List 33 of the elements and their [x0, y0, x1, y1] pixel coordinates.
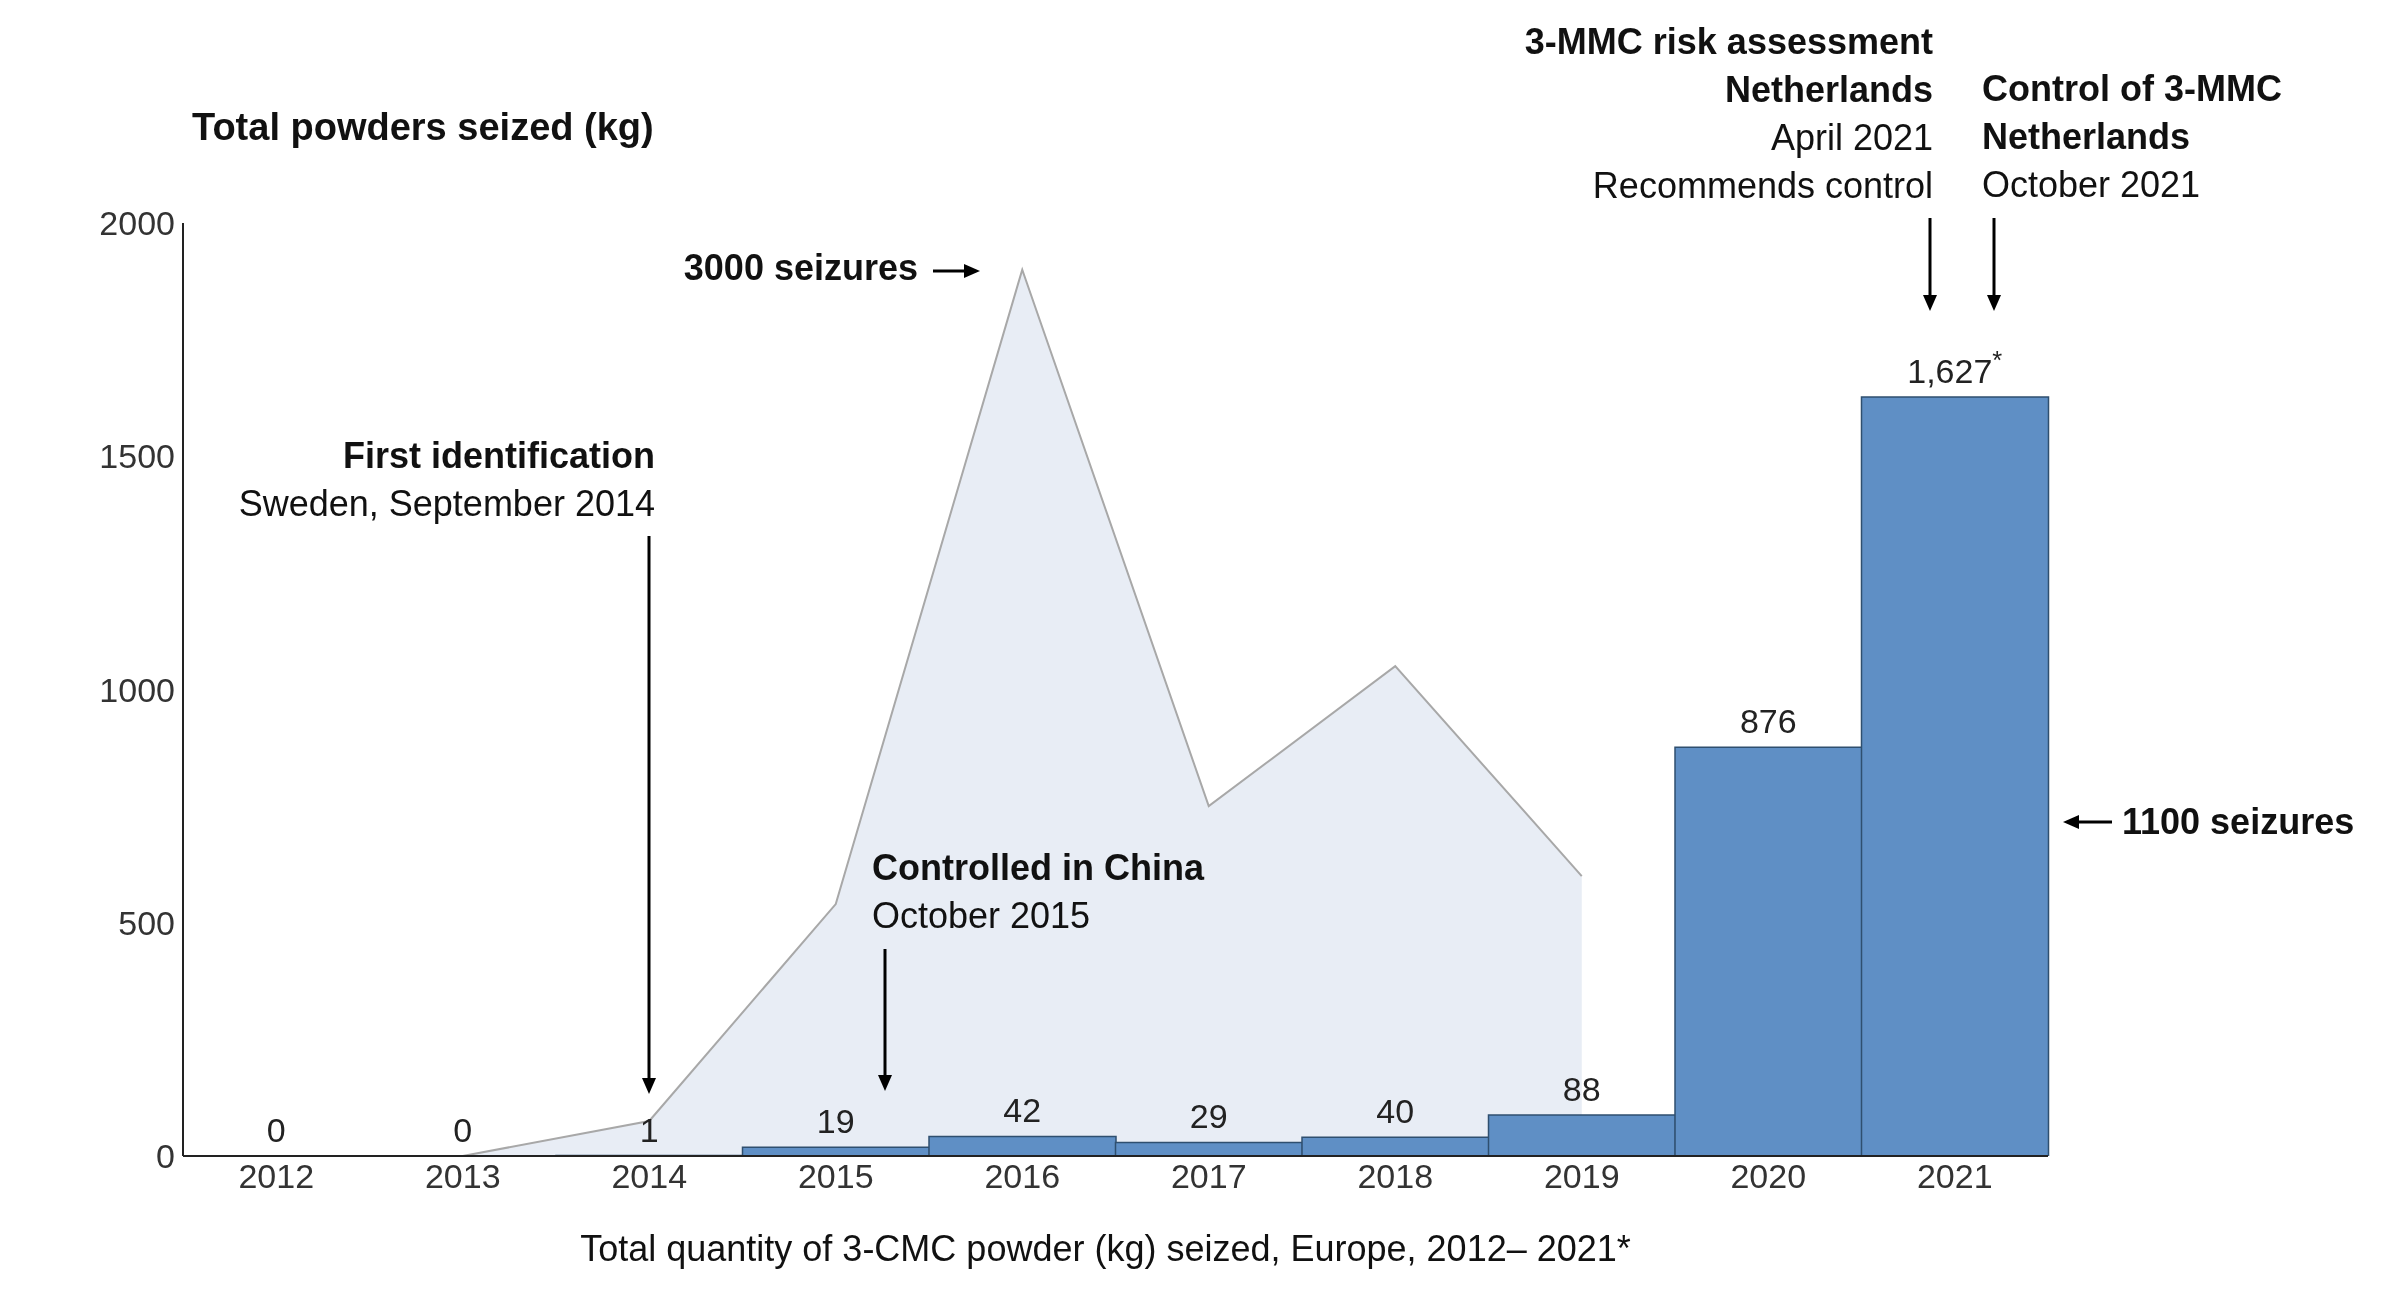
data-label: 19: [816, 1102, 855, 1141]
data-label: 0: [266, 1111, 286, 1149]
y-tick-label: 2000: [99, 204, 175, 243]
annotation: 3000 seizures: [683, 247, 918, 288]
data-label: 29: [1189, 1097, 1228, 1136]
x-tick-label: 2014: [611, 1157, 688, 1196]
y-tick-label: 0: [156, 1137, 175, 1176]
x-tick-label: 2015: [797, 1157, 874, 1196]
y-tick-label: 1500: [99, 437, 175, 476]
y-tick-label: 500: [118, 903, 175, 942]
x-tick-label: 2019: [1543, 1157, 1620, 1196]
text: 3-MMC risk assessment Netherlands April 2021 Recommends control: [1524, 21, 1934, 206]
annotation: First identification Sweden, September 2014: [238, 435, 655, 524]
data-label: 1: [639, 1110, 659, 1149]
x-tick-label: 2013: [424, 1157, 501, 1196]
data-label: 88: [1562, 1069, 1601, 1108]
x-axis-title: Total quantity of 3-CMC powder (kg) seized, Europe, 2012– 2021*: [580, 1227, 1631, 1269]
data-label: 0: [453, 1111, 473, 1149]
data-label: 40: [1376, 1092, 1415, 1131]
x-tick-label: 2016: [984, 1157, 1061, 1196]
text: Control of 3-MMC Netherlands October 2021: [1982, 68, 2282, 205]
data-label: 42: [1003, 1091, 1042, 1130]
y-tick-label: 1000: [99, 670, 175, 709]
x-tick-label: 2021: [1916, 1157, 1993, 1196]
annotation: Controlled in China October 2015: [872, 847, 1205, 936]
x-tick-label: 2018: [1357, 1157, 1434, 1196]
x-tick-label: 2017: [1170, 1157, 1247, 1196]
x-tick-label: 2012: [238, 1157, 315, 1196]
text: 1100 seizures: [2122, 801, 2355, 842]
x-tick-label: 2020: [1730, 1157, 1807, 1196]
y-axis-title: Total powders seized (kg): [192, 106, 654, 148]
data-label: 876: [1739, 702, 1797, 741]
data-label: 1,627$^{*}$: [1907, 346, 2003, 390]
